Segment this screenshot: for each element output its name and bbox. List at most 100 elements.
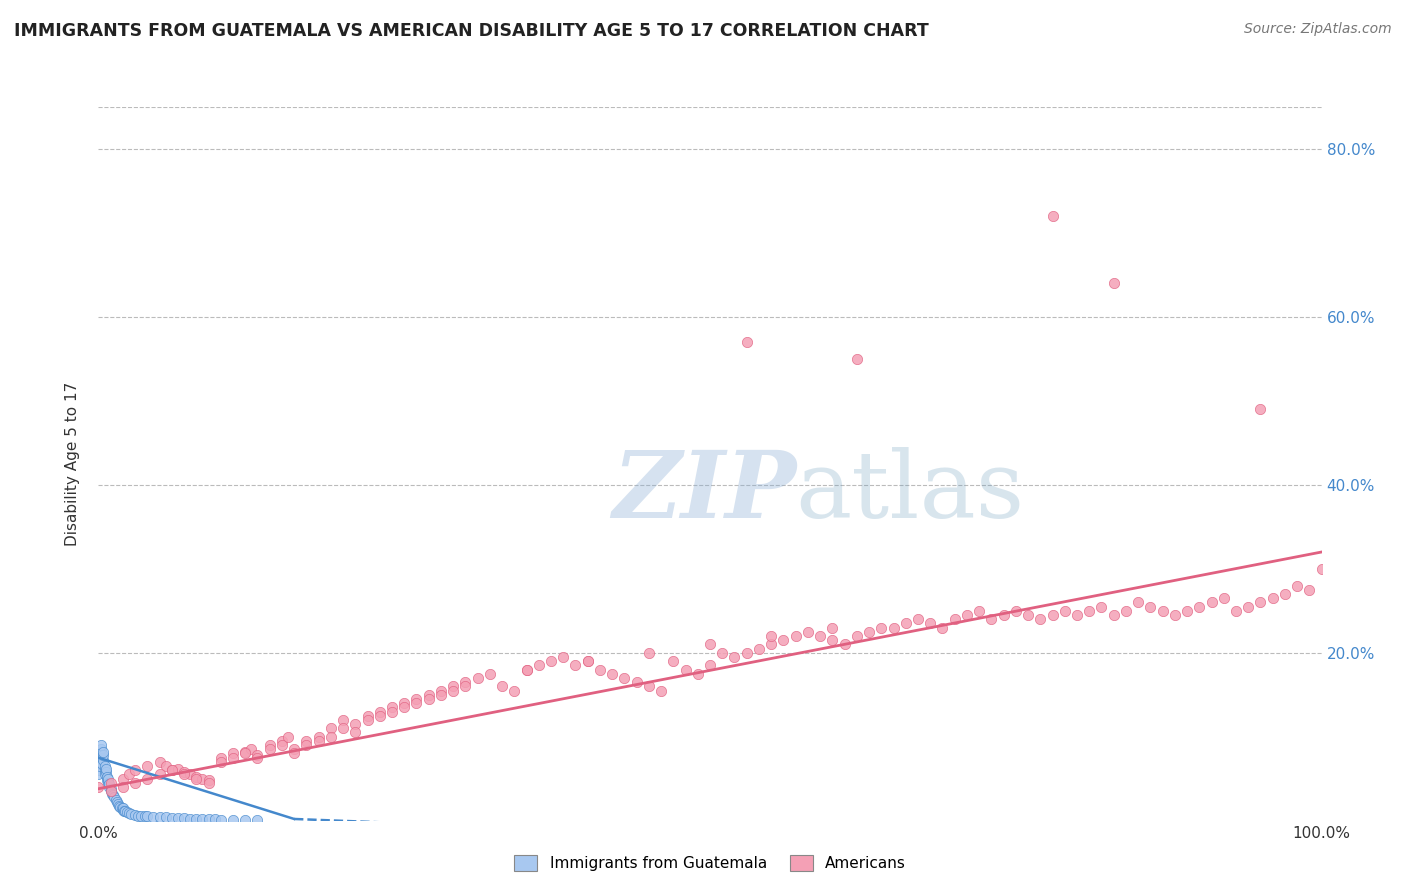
- Point: [368, 708, 391, 723]
- Point: [96, 773, 118, 788]
- Point: [94, 764, 117, 779]
- Point: [124, 776, 146, 790]
- Point: [834, 637, 856, 651]
- Point: [735, 335, 758, 350]
- Text: atlas: atlas: [796, 448, 1025, 537]
- Point: [91, 745, 114, 759]
- Point: [430, 688, 453, 702]
- Point: [87, 767, 110, 781]
- Point: [246, 750, 269, 764]
- Point: [515, 663, 537, 677]
- Point: [723, 649, 745, 664]
- Point: [308, 734, 330, 748]
- Point: [761, 629, 783, 643]
- Point: [173, 811, 195, 825]
- Point: [89, 755, 111, 769]
- Point: [246, 813, 269, 827]
- Point: [186, 772, 208, 786]
- Point: [1115, 604, 1137, 618]
- Point: [870, 621, 893, 635]
- Point: [319, 730, 342, 744]
- Point: [101, 789, 124, 803]
- Point: [368, 705, 391, 719]
- Point: [907, 612, 929, 626]
- Point: [1128, 595, 1150, 609]
- Point: [1261, 591, 1284, 606]
- Point: [160, 764, 183, 778]
- Point: [246, 748, 269, 763]
- Point: [699, 658, 721, 673]
- Text: ZIP: ZIP: [612, 448, 796, 537]
- Point: [761, 637, 783, 651]
- Point: [1286, 578, 1309, 592]
- Point: [1090, 599, 1112, 614]
- Point: [240, 742, 263, 756]
- Point: [1139, 599, 1161, 614]
- Point: [283, 747, 305, 761]
- Point: [270, 734, 294, 748]
- Point: [98, 780, 121, 794]
- Point: [381, 705, 404, 719]
- Point: [638, 646, 661, 660]
- Point: [197, 776, 219, 790]
- Point: [467, 671, 489, 685]
- Point: [332, 721, 354, 735]
- Point: [142, 810, 165, 824]
- Point: [454, 675, 477, 690]
- Text: IMMIGRANTS FROM GUATEMALA VS AMERICAN DISABILITY AGE 5 TO 17 CORRELATION CHART: IMMIGRANTS FROM GUATEMALA VS AMERICAN DI…: [14, 22, 929, 40]
- Point: [1237, 599, 1260, 614]
- Point: [943, 612, 966, 626]
- Point: [993, 607, 1015, 622]
- Point: [418, 688, 440, 702]
- Point: [699, 637, 721, 651]
- Point: [233, 813, 256, 827]
- Point: [1274, 587, 1296, 601]
- Point: [686, 666, 709, 681]
- Point: [186, 812, 208, 826]
- Point: [103, 790, 125, 805]
- Point: [1175, 604, 1198, 618]
- Point: [638, 679, 661, 693]
- Point: [405, 692, 427, 706]
- Point: [980, 612, 1002, 626]
- Point: [110, 800, 132, 814]
- Point: [97, 776, 120, 790]
- Point: [91, 748, 114, 763]
- Point: [1042, 209, 1064, 223]
- Point: [222, 750, 245, 764]
- Point: [209, 755, 232, 769]
- Point: [96, 770, 118, 784]
- Point: [270, 738, 294, 752]
- Point: [118, 806, 141, 821]
- Point: [1078, 604, 1101, 618]
- Point: [173, 764, 195, 779]
- Point: [97, 772, 120, 786]
- Point: [89, 759, 111, 773]
- Point: [111, 803, 134, 817]
- Point: [430, 683, 453, 698]
- Point: [1310, 562, 1333, 576]
- Point: [108, 798, 131, 813]
- Point: [772, 633, 794, 648]
- Point: [894, 616, 917, 631]
- Point: [1017, 607, 1039, 622]
- Point: [748, 641, 770, 656]
- Point: [1164, 607, 1187, 622]
- Text: Source: ZipAtlas.com: Source: ZipAtlas.com: [1244, 22, 1392, 37]
- Point: [1053, 604, 1076, 618]
- Point: [112, 804, 135, 818]
- Point: [1225, 604, 1247, 618]
- Point: [1249, 595, 1271, 609]
- Point: [129, 808, 152, 822]
- Point: [115, 805, 138, 820]
- Point: [441, 683, 464, 698]
- Point: [883, 621, 905, 635]
- Point: [956, 607, 979, 622]
- Point: [491, 679, 513, 693]
- Point: [209, 750, 232, 764]
- Point: [1042, 607, 1064, 622]
- Point: [735, 646, 758, 660]
- Point: [277, 730, 299, 744]
- Point: [392, 696, 416, 710]
- Point: [204, 812, 226, 826]
